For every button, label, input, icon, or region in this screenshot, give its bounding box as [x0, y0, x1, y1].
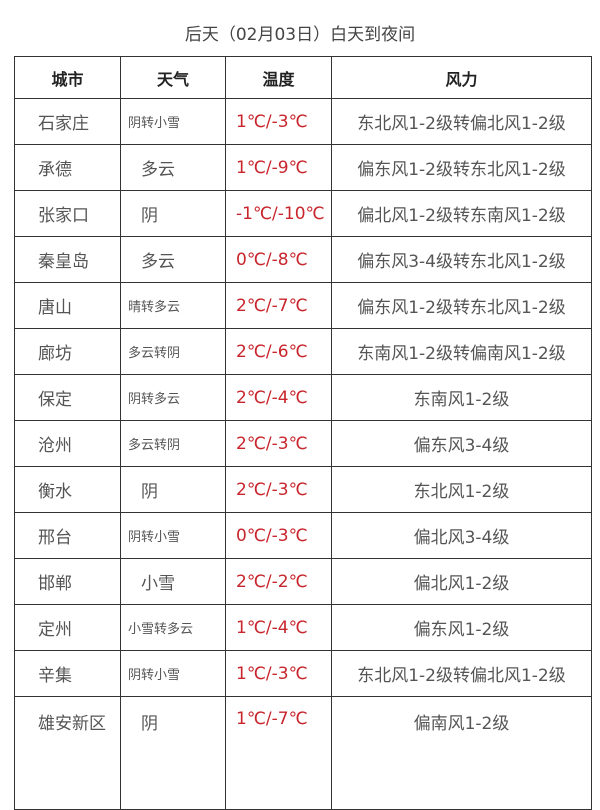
- city-cell: 定州: [14, 604, 121, 651]
- city-cell: 承德: [14, 144, 121, 191]
- wind-cell: 东南风1-2级转偏南风1-2级: [331, 328, 592, 375]
- weather-table: 城市 天气 温度 风力 石家庄 阴转小雪 1℃/-3℃ 东北风1-2级转偏北风1-2级…: [14, 56, 592, 810]
- table-row: 辛集 阴转小雪 1℃/-3℃ 东北风1-2级转偏北风1-2级: [14, 650, 592, 697]
- table-row: 邢台 阴转小雪 0℃/-3℃ 偏北风3-4级: [14, 512, 592, 559]
- temperature-cell: 2℃/-3℃: [225, 420, 332, 467]
- page-title: 后天（02月03日）白天到夜间: [184, 25, 416, 45]
- weather-cell: 多云转阴: [120, 420, 226, 467]
- temperature-cell: 2℃/-7℃: [225, 282, 332, 329]
- temperature-cell: 0℃/-3℃: [225, 512, 332, 559]
- table-row: 秦皇岛 多云 0℃/-8℃ 偏东风3-4级转东北风1-2级: [14, 236, 592, 283]
- table-row: 衡水阴 2℃/-3℃ 东北风1-2级: [14, 466, 592, 513]
- city-cell: 辛集: [14, 650, 121, 697]
- temperature-cell: 2℃/-3℃: [225, 466, 332, 513]
- city-cell: 衡水: [14, 466, 121, 513]
- table-row: 石家庄 阴转小雪 1℃/-3℃ 东北风1-2级转偏北风1-2级: [14, 98, 592, 145]
- temperature-cell: 2℃/-4℃: [225, 374, 332, 421]
- wind-cell: 偏北风1-2级转东南风1-2级: [331, 190, 592, 237]
- table-row: 保定 阴转多云 2℃/-4℃ 东南风1-2级: [14, 374, 592, 421]
- table-row: 雄安新区阴 1℃/-7℃ 偏南风1-2级: [14, 696, 592, 810]
- wind-cell: 偏东风1-2级: [331, 604, 592, 651]
- table-row: 沧州 多云转阴 2℃/-3℃ 偏东风3-4级: [14, 420, 592, 467]
- wind-cell: 东北风1-2级转偏北风1-2级: [331, 98, 592, 145]
- weather-cell: 小雪转多云: [120, 604, 226, 651]
- wind-cell: 偏东风3-4级转东北风1-2级: [331, 236, 592, 283]
- weather-cell: 阴: [120, 190, 226, 237]
- temperature-cell: 1℃/-7℃: [225, 696, 332, 810]
- wind-cell: 偏东风1-2级转东北风1-2级: [331, 144, 592, 191]
- temperature-cell: 1℃/-4℃: [225, 604, 332, 651]
- wind-cell: 偏南风1-2级: [331, 696, 592, 810]
- table-row: 张家口阴 -1℃/-10℃ 偏北风1-2级转东南风1-2级: [14, 190, 592, 237]
- wind-cell: 东南风1-2级: [331, 374, 592, 421]
- header-wind: 风力: [331, 56, 592, 99]
- weather-cell: 阴: [120, 466, 226, 513]
- city-cell: 廊坊: [14, 328, 121, 375]
- header-city: 城市: [14, 56, 121, 99]
- temperature-cell: 1℃/-3℃: [225, 650, 332, 697]
- weather-cell: 小雪: [120, 558, 226, 605]
- city-cell: 石家庄: [14, 98, 121, 145]
- city-cell: 张家口: [14, 190, 121, 237]
- city-cell: 唐山: [14, 282, 121, 329]
- header-temperature: 温度: [225, 56, 332, 99]
- weather-cell: 晴转多云: [120, 282, 226, 329]
- wind-cell: 偏东风1-2级转东北风1-2级: [331, 282, 592, 329]
- temperature-cell: 2℃/-2℃: [225, 558, 332, 605]
- weather-cell: 阴: [120, 696, 226, 810]
- weather-cell: 阴转小雪: [120, 512, 226, 559]
- temperature-cell: -1℃/-10℃: [225, 190, 332, 237]
- weather-cell: 多云: [120, 144, 226, 191]
- header-row: 城市 天气 温度 风力: [14, 56, 592, 99]
- table-row: 定州 小雪转多云 1℃/-4℃ 偏东风1-2级: [14, 604, 592, 651]
- wind-cell: 东北风1-2级: [331, 466, 592, 513]
- table-row: 邯郸 小雪 2℃/-2℃ 偏北风1-2级: [14, 558, 592, 605]
- wind-cell: 偏东风3-4级: [331, 420, 592, 467]
- table-row: 承德 多云 1℃/-9℃ 偏东风1-2级转东北风1-2级: [14, 144, 592, 191]
- temperature-cell: 0℃/-8℃: [225, 236, 332, 283]
- weather-cell: 多云转阴: [120, 328, 226, 375]
- city-cell: 秦皇岛: [14, 236, 121, 283]
- table-row: 唐山 晴转多云 2℃/-7℃ 偏东风1-2级转东北风1-2级: [14, 282, 592, 329]
- header-weather: 天气: [120, 56, 226, 99]
- temperature-cell: 1℃/-9℃: [225, 144, 332, 191]
- wind-cell: 偏北风1-2级: [331, 558, 592, 605]
- city-cell: 邢台: [14, 512, 121, 559]
- temperature-cell: 1℃/-3℃: [225, 98, 332, 145]
- city-cell: 雄安新区: [14, 696, 121, 810]
- weather-cell: 多云: [120, 236, 226, 283]
- table-row: 廊坊 多云转阴 2℃/-6℃ 东南风1-2级转偏南风1-2级: [14, 328, 592, 375]
- city-cell: 沧州: [14, 420, 121, 467]
- wind-cell: 东北风1-2级转偏北风1-2级: [331, 650, 592, 697]
- weather-cell: 阴转小雪: [120, 98, 226, 145]
- wind-cell: 偏北风3-4级: [331, 512, 592, 559]
- weather-cell: 阴转多云: [120, 374, 226, 421]
- temperature-cell: 2℃/-6℃: [225, 328, 332, 375]
- weather-cell: 阴转小雪: [120, 650, 226, 697]
- city-cell: 保定: [14, 374, 121, 421]
- city-cell: 邯郸: [14, 558, 121, 605]
